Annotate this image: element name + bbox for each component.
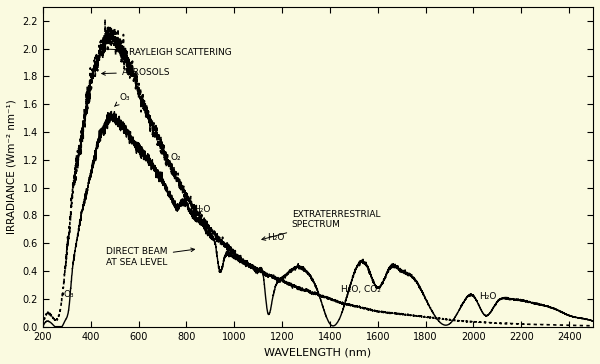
- Text: EXTRATERRESTRIAL
SPECTRUM: EXTRATERRESTRIAL SPECTRUM: [262, 210, 380, 240]
- Text: H₂O: H₂O: [479, 292, 496, 301]
- Text: AEROSOLS: AEROSOLS: [102, 68, 170, 77]
- Text: O₃: O₃: [115, 93, 130, 106]
- Text: RAYLEIGH SCATTERING: RAYLEIGH SCATTERING: [102, 47, 232, 57]
- Text: O₃: O₃: [64, 290, 74, 299]
- Text: H₂O: H₂O: [268, 233, 285, 242]
- Text: H₂O, CO₂: H₂O, CO₂: [341, 285, 381, 294]
- X-axis label: WAVELENGTH (nm): WAVELENGTH (nm): [265, 347, 371, 357]
- Text: H₂O: H₂O: [193, 205, 211, 214]
- Text: DIRECT BEAM
AT SEA LEVEL: DIRECT BEAM AT SEA LEVEL: [106, 248, 194, 267]
- Y-axis label: IRRADIANCE (Wm⁻² nm⁻¹): IRRADIANCE (Wm⁻² nm⁻¹): [7, 99, 17, 234]
- Text: O₂: O₂: [170, 153, 181, 162]
